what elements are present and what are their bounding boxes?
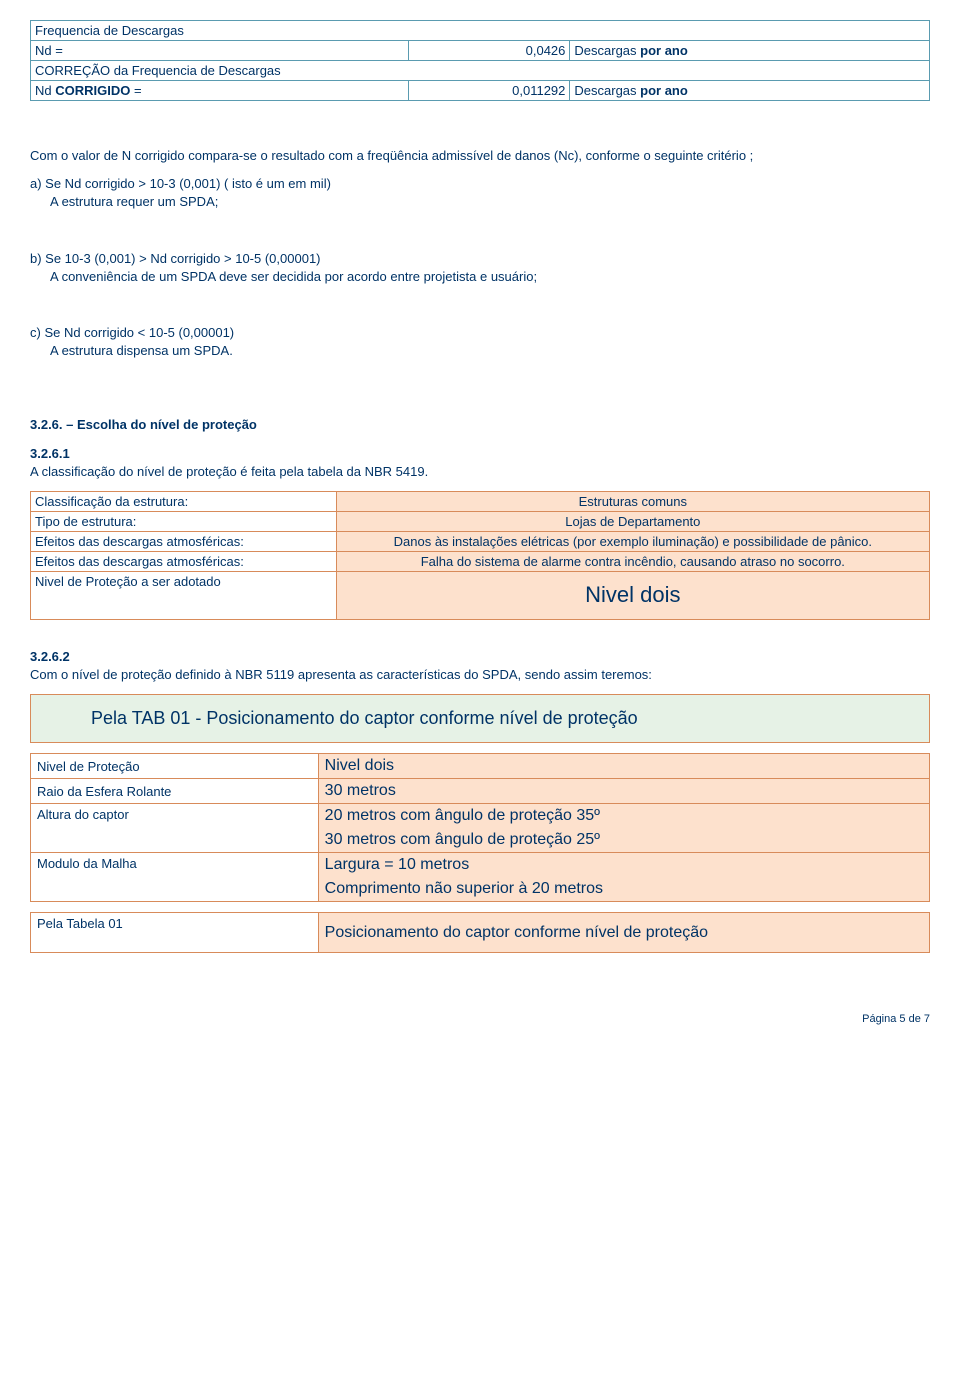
effects1-label: Efeitos das descargas atmosféricas: <box>31 531 337 551</box>
type-label: Tipo de estrutura: <box>31 511 337 531</box>
level-value: Nivel dois <box>336 571 929 619</box>
nd-label: Nd = <box>31 41 409 61</box>
pela-tabela-table: Pela Tabela 01 Posicionamento do captor … <box>30 912 930 953</box>
header-frequency-table: Frequencia de Descargas Nd = 0,0426 Desc… <box>30 20 930 101</box>
captor-height-v1: 20 metros com ângulo de proteção 35º <box>318 804 929 829</box>
freq-title: Frequencia de Descargas <box>31 21 930 41</box>
case-c: c) Se Nd corrigido < 10-5 (0,00001) A es… <box>30 324 930 360</box>
sphere-value: 30 metros <box>318 779 929 804</box>
nd-corr-value: 0,011292 <box>408 81 570 101</box>
prot-level-label: Nivel de Proteção <box>31 754 319 779</box>
protection-table: Nivel de Proteção Nivel dois Raio da Esf… <box>30 753 930 902</box>
tab01-title: Pela TAB 01 - Posicionamento do captor c… <box>31 695 930 743</box>
captor-height-v2: 30 metros com ângulo de proteção 25º <box>318 828 929 853</box>
class-value: Estruturas comuns <box>336 491 929 511</box>
mesh-v1: Largura = 10 metros <box>318 853 929 878</box>
captor-height-label: Altura do captor <box>31 804 319 853</box>
correcao-title: CORREÇÃO da Frequencia de Descargas <box>31 61 930 81</box>
type-value: Lojas de Departamento <box>336 511 929 531</box>
effects2-value: Falha do sistema de alarme contra incênd… <box>336 551 929 571</box>
section-3262: 3.2.6.2 Com o nível de proteção definido… <box>30 648 930 684</box>
nd-value: 0,0426 <box>408 41 570 61</box>
class-label: Classificação da estrutura: <box>31 491 337 511</box>
page-footer: Página 5 de 7 <box>30 1013 930 1025</box>
case-b: b) Se 10-3 (0,001) > Nd corrigido > 10-5… <box>30 250 930 286</box>
nd-corr-label: Nd CORRIGIDO = <box>31 81 409 101</box>
mesh-v2: Comprimento não superior à 20 metros <box>318 877 929 902</box>
nd-corr-unit: Descargas por ano <box>570 81 930 101</box>
prot-level-value: Nivel dois <box>318 754 929 779</box>
section-3261: 3.2.6.1 A classificação do nível de prot… <box>30 445 930 481</box>
effects2-label: Efeitos das descargas atmosféricas: <box>31 551 337 571</box>
level-label: Nivel de Proteção a ser adotado <box>31 571 337 619</box>
intro-paragraph: Com o valor de N corrigido compara-se o … <box>30 147 930 165</box>
heading-326: 3.2.6. – Escolha do nível de proteção <box>30 416 930 434</box>
nd-unit: Descargas por ano <box>570 41 930 61</box>
case-a: a) Se Nd corrigido > 10-3 (0,001) ( isto… <box>30 175 930 211</box>
mesh-label: Modulo da Malha <box>31 853 319 902</box>
sphere-label: Raio da Esfera Rolante <box>31 779 319 804</box>
effects1-value: Danos às instalações elétricas (por exem… <box>336 531 929 551</box>
pela-tabela-label: Pela Tabela 01 <box>31 913 319 953</box>
classification-table: Classificação da estrutura: Estruturas c… <box>30 491 930 620</box>
tab01-title-box: Pela TAB 01 - Posicionamento do captor c… <box>30 694 930 743</box>
pela-tabela-value: Posicionamento do captor conforme nível … <box>318 913 929 953</box>
